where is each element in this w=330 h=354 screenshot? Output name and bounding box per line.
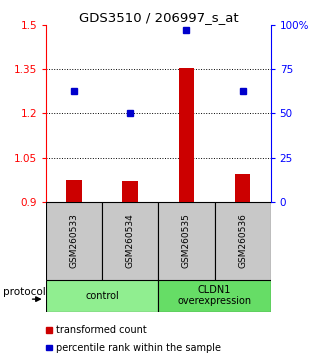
Text: percentile rank within the sample: percentile rank within the sample [56, 343, 221, 353]
Text: GSM260533: GSM260533 [70, 213, 79, 268]
Bar [102, 202, 158, 280]
Bar [122, 181, 138, 202]
Text: GSM260535: GSM260535 [182, 213, 191, 268]
Text: CLDN1
overexpression: CLDN1 overexpression [178, 285, 251, 307]
Bar [158, 202, 215, 280]
Bar [66, 180, 82, 202]
Bar [46, 280, 158, 312]
Text: GSM260534: GSM260534 [126, 213, 135, 268]
Bar [214, 202, 271, 280]
Bar [158, 280, 271, 312]
Text: GSM260536: GSM260536 [238, 213, 247, 268]
Text: protocol: protocol [3, 287, 46, 297]
Text: transformed count: transformed count [56, 325, 147, 335]
Bar [46, 202, 102, 280]
Title: GDS3510 / 206997_s_at: GDS3510 / 206997_s_at [79, 11, 238, 24]
Text: control: control [85, 291, 119, 301]
Bar [179, 68, 194, 202]
Bar [235, 174, 250, 202]
